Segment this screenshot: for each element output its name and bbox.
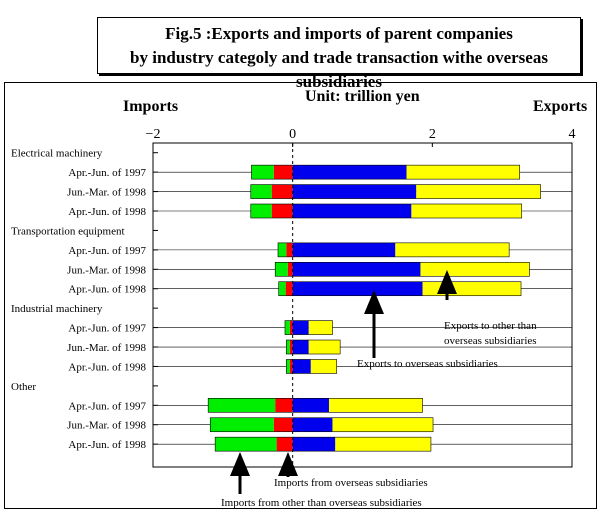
bar-exports-other	[406, 165, 520, 180]
row-label: Apr.-Jun. of 1997	[68, 245, 146, 257]
chart-title-line-2: by industry categoly and trade transacti…	[130, 48, 548, 91]
bar-exports-other	[308, 340, 341, 355]
bar-exports-overseas	[292, 437, 336, 452]
bar-imports-overseas	[289, 320, 293, 335]
bar-imports-other	[215, 437, 277, 452]
bar-imports-other	[208, 398, 276, 413]
annotation-imports-overseas: Imports from overseas subsidiaries	[274, 477, 428, 489]
bar-outline	[284, 320, 333, 335]
row-label: Jun.-Mar. of 1998	[67, 342, 146, 354]
row-label: Jun.-Mar. of 1998	[67, 420, 146, 432]
bar-outline	[278, 281, 522, 297]
x-tick-label: 4	[569, 127, 576, 142]
bar-outline	[251, 164, 520, 180]
row-label: Apr.-Jun. of 1998	[68, 439, 146, 451]
bar-exports-other	[310, 359, 337, 374]
bar-outline	[286, 359, 337, 374]
x-tick-label: −2	[146, 127, 161, 142]
bar-imports-other	[278, 242, 287, 257]
bar-outline	[209, 417, 434, 433]
bar-exports-other	[411, 204, 522, 219]
annotation-exports-overseas: Exports to overseas subsidiaries	[357, 358, 498, 370]
annotation-exports-other-line-2: overseas subsidiaries	[444, 335, 537, 347]
bar-exports-overseas	[292, 165, 407, 180]
x-tick-label: 0	[289, 127, 296, 142]
bar-outline	[250, 184, 541, 199]
bar-imports-other	[275, 262, 288, 277]
annotation-exports-other-line-1: Exports to other than	[444, 320, 537, 332]
bar-exports-overseas	[292, 262, 421, 277]
bar-imports-overseas	[276, 437, 293, 452]
imports-header: Imports	[123, 98, 179, 115]
row-label: Apr.-Jun. of 1998	[68, 206, 146, 218]
bar-imports-overseas	[273, 165, 293, 180]
bar-exports-overseas	[292, 184, 417, 199]
bar-imports-overseas	[287, 262, 293, 277]
unit-label: Unit: trillion yen	[305, 88, 420, 105]
annotation-imports-other: Imports from other than overseas subsidi…	[221, 497, 422, 509]
bar-imports-other	[286, 340, 290, 355]
bar-outline	[214, 436, 432, 452]
exports-header: Exports	[533, 98, 588, 115]
bar-imports-other	[250, 184, 272, 199]
bar-imports-other	[251, 165, 274, 180]
bar-imports-other	[210, 417, 274, 432]
bar-outline	[274, 261, 530, 277]
bar-exports-other	[308, 320, 333, 335]
bar-exports-overseas	[292, 417, 333, 432]
bar-exports-other	[335, 437, 431, 452]
bar-exports-overseas	[292, 340, 309, 355]
row-label: Jun.-Mar. of 1998	[67, 264, 146, 276]
bar-exports-overseas	[292, 242, 396, 257]
plot-area	[152, 142, 573, 468]
bar-outline	[277, 242, 510, 258]
row-label: Jun.-Mar. of 1998	[67, 187, 146, 199]
bar-imports-other	[278, 281, 286, 296]
arrow-imports-overseas-head	[278, 452, 298, 476]
bar-imports-overseas	[289, 340, 293, 355]
row-label: Apr.-Jun. of 1997	[68, 167, 146, 179]
bar-exports-overseas	[292, 204, 412, 219]
bar-imports-other	[250, 204, 272, 219]
x-tick-label: 2	[429, 127, 436, 142]
chart-title-box: Fig.5 :Exports and imports of parent com…	[97, 17, 581, 91]
chart-title-line-1: Fig.5 :Exports and imports of parent com…	[165, 24, 513, 43]
bar-imports-other	[286, 359, 290, 374]
bar-imports-overseas	[286, 242, 293, 257]
bar-outline	[250, 203, 523, 219]
group-label: Other	[11, 381, 36, 393]
bar-imports-other	[284, 320, 290, 335]
chart-frame	[4, 82, 597, 509]
bar-exports-other	[416, 184, 541, 199]
row-label: Apr.-Jun. of 1998	[68, 284, 146, 296]
arrow-exports-overseas-head	[364, 290, 384, 314]
bar-outline	[286, 339, 341, 355]
row-label: Apr.-Jun. of 1998	[68, 361, 146, 373]
bar-exports-overseas	[292, 320, 309, 335]
bar-outline	[207, 398, 423, 413]
bar-imports-overseas	[275, 398, 293, 413]
bar-exports-overseas	[292, 398, 329, 413]
bar-imports-overseas	[271, 184, 293, 199]
arrow-exports-other-head	[437, 270, 457, 294]
bar-exports-other	[420, 262, 530, 277]
bar-exports-other	[332, 417, 434, 432]
bar-imports-overseas	[289, 359, 293, 374]
group-label: Electrical machinery	[11, 148, 103, 160]
row-label: Apr.-Jun. of 1997	[68, 323, 146, 335]
group-label: Industrial machinery	[11, 303, 103, 315]
bar-exports-other	[395, 242, 510, 257]
row-label: Apr.-Jun. of 1997	[68, 400, 146, 412]
bar-imports-overseas	[271, 204, 293, 219]
bar-imports-overseas	[273, 417, 293, 432]
bar-exports-overseas	[292, 359, 311, 374]
group-label: Transportation equipment	[11, 225, 125, 237]
bar-exports-other	[328, 398, 423, 413]
bar-imports-overseas	[285, 281, 293, 296]
bar-exports-overseas	[292, 281, 423, 296]
arrow-imports-other-head	[230, 452, 250, 476]
